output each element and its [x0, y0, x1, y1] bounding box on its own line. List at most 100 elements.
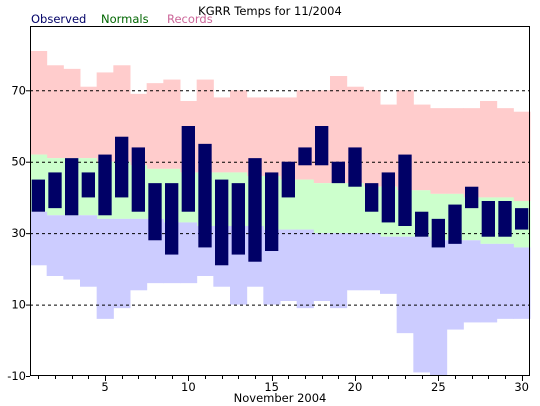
normals-band [313, 183, 331, 234]
record-low-band [496, 243, 514, 319]
observed-bar [498, 201, 512, 237]
record-low-band [363, 233, 381, 291]
observed-bar [481, 201, 495, 237]
observed-bar [81, 172, 95, 198]
observed-bar [365, 183, 379, 212]
y-tick-label: 10 [11, 298, 26, 312]
normals-band [346, 183, 364, 234]
record-low-band [180, 222, 198, 284]
observed-bar [348, 147, 362, 187]
legend-records: Records [167, 12, 213, 26]
observed-bar [148, 183, 162, 241]
observed-bar [248, 158, 262, 262]
record-high-band [130, 93, 148, 166]
x-tick-label: 25 [431, 380, 446, 394]
record-low-band [446, 240, 464, 330]
observed-bar [431, 218, 445, 248]
record-high-band [263, 97, 281, 176]
record-high-band [63, 68, 81, 159]
record-low-band [463, 240, 481, 323]
x-tick-label: 15 [264, 380, 279, 394]
observed-bar [181, 126, 195, 212]
observed-bar [65, 158, 79, 216]
record-low-band [280, 229, 298, 301]
record-low-band [430, 240, 448, 376]
chart-title: KGRR Temps for 11/2004 [198, 4, 342, 18]
record-high-band [296, 90, 314, 180]
record-high-band [330, 76, 348, 184]
observed-bar [231, 183, 245, 255]
plot-frame [30, 26, 530, 376]
observed-bar [31, 179, 45, 212]
record-low-band [513, 247, 531, 319]
normals-band [296, 179, 314, 230]
record-low-band [96, 218, 114, 319]
record-low-band [346, 233, 364, 291]
record-high-band [513, 111, 531, 201]
observed-bar [331, 161, 345, 184]
observed-bar [465, 186, 479, 209]
observed-bar [215, 179, 229, 266]
record-high-band [246, 97, 264, 176]
record-high-band [80, 86, 98, 159]
record-high-band [380, 104, 398, 187]
observed-bar [115, 136, 129, 198]
y-tick-label: 30 [11, 226, 26, 240]
observed-bar [398, 154, 412, 226]
record-high-band [163, 79, 181, 169]
record-high-band [413, 104, 431, 191]
x-tick-label: 10 [181, 380, 196, 394]
record-low-band [480, 243, 498, 323]
normals-band [330, 183, 348, 234]
x-tick-label: 20 [348, 380, 363, 394]
observed-bar [415, 211, 429, 237]
observed-bar [448, 204, 462, 244]
y-tick-label: 70 [11, 83, 26, 97]
observed-bar [315, 126, 329, 166]
record-high-band [446, 108, 464, 194]
observed-bar [381, 172, 395, 223]
record-high-band [230, 90, 248, 173]
record-low-band [80, 215, 98, 287]
x-axis-label: November 2004 [234, 391, 327, 405]
legend-observed: Observed [31, 12, 86, 26]
observed-bar [165, 183, 179, 255]
record-low-band [413, 236, 431, 373]
x-tick-label: 30 [514, 380, 529, 394]
record-low-band [396, 236, 414, 334]
legend-normals: Normals [101, 12, 149, 26]
record-high-band [213, 97, 231, 173]
record-low-band [30, 211, 48, 266]
observed-bar [131, 147, 145, 212]
record-high-band [463, 108, 481, 198]
record-high-band [496, 108, 514, 198]
record-high-band [363, 90, 381, 187]
y-tick-label: 50 [11, 155, 26, 169]
y-tick-label: -10 [7, 369, 26, 383]
observed-bar [265, 172, 279, 251]
record-high-band [480, 101, 498, 198]
observed-bar [98, 154, 112, 216]
record-high-band [30, 51, 48, 155]
observed-bar [198, 143, 212, 248]
record-high-band [146, 83, 164, 169]
observed-bar [298, 147, 312, 166]
record-low-band [330, 233, 348, 309]
record-low-band [380, 236, 398, 294]
observed-bar [48, 172, 62, 209]
plot-area: -10 10 30 50 70 5 10 15 20 25 30 [7, 26, 531, 394]
record-high-band [96, 72, 114, 162]
observed-bar [515, 208, 529, 230]
record-low-band [130, 218, 148, 291]
record-low-band [63, 215, 81, 280]
observed-bar [281, 161, 295, 198]
x-tick-label: 5 [101, 380, 108, 394]
record-low-band [113, 218, 131, 309]
record-high-band [280, 97, 298, 180]
record-low-band [313, 233, 331, 301]
record-high-band [46, 65, 64, 159]
record-low-band [296, 229, 314, 309]
record-high-band [430, 108, 448, 194]
record-low-band [46, 215, 64, 276]
